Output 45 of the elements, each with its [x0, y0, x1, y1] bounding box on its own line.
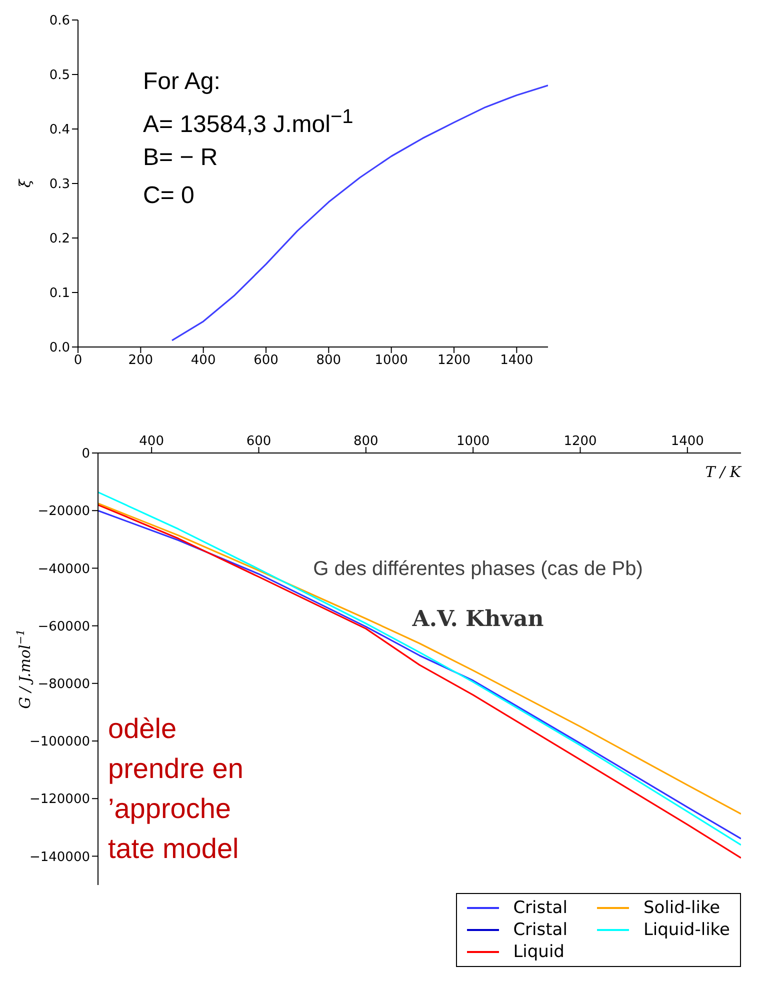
x-tick-label: 600: [254, 353, 278, 368]
x-tick-label: 400: [139, 434, 164, 449]
annotation: ’approche: [108, 793, 231, 824]
y-tick-label: 0.6: [49, 14, 70, 29]
x-tick-label: 400: [190, 353, 216, 368]
annotation: prendre en: [108, 753, 244, 784]
y-tick-label: 0.5: [49, 68, 70, 84]
y-tick-label: −40000: [38, 562, 90, 577]
y-tick-label: −140000: [29, 850, 90, 865]
y-tick-label: −60000: [38, 619, 90, 634]
x-tick-label: 1400: [670, 434, 704, 449]
x-tick-label: 1400: [500, 353, 534, 368]
y-tick-label: 0.0: [49, 340, 70, 356]
annotation: C= 0: [143, 182, 194, 209]
x-tick-label: 1000: [374, 353, 408, 368]
legend-label: Cristal: [513, 920, 568, 940]
annotation: G des différentes phases (cas de Pb): [313, 558, 643, 580]
x-tick-label: 800: [354, 434, 378, 449]
y-tick-label: −20000: [38, 504, 90, 520]
annotation: A= 13584,3 J.mol$^{−1}$: [143, 106, 354, 138]
x-tick-label: 800: [316, 353, 342, 368]
annotation: A.V. Khvan: [412, 606, 544, 632]
y-tick-label: −100000: [29, 734, 90, 750]
x-tick-label: 1000: [456, 434, 490, 449]
y-tick-label: 0.1: [49, 286, 70, 302]
y-tick-label: −120000: [29, 792, 90, 808]
legend-label: Liquid-like: [643, 920, 730, 940]
y-tick-label: −80000: [38, 677, 90, 692]
legend-label: Cristal: [513, 898, 568, 918]
annotation: For Ag:: [143, 68, 220, 95]
y-tick-label: 0.4: [49, 122, 70, 138]
y-tick-label: 0.2: [49, 232, 70, 247]
legend-label: Liquid: [513, 942, 564, 962]
annotation: odèle: [108, 713, 177, 744]
y-axis-title: ξ: [16, 178, 34, 188]
x-tick-label: 600: [246, 434, 272, 449]
legend-label: Solid-like: [643, 898, 720, 918]
annotation: B= − R: [143, 144, 218, 171]
x-axis-title: T / K: [705, 463, 742, 481]
y-tick-label: 0.3: [49, 177, 70, 192]
annotation: tate model: [108, 833, 239, 864]
x-tick-label: 1200: [437, 353, 471, 368]
x-tick-label: 1200: [564, 434, 597, 449]
x-tick-label: 200: [128, 353, 154, 368]
y-tick-label: 0: [82, 446, 90, 462]
